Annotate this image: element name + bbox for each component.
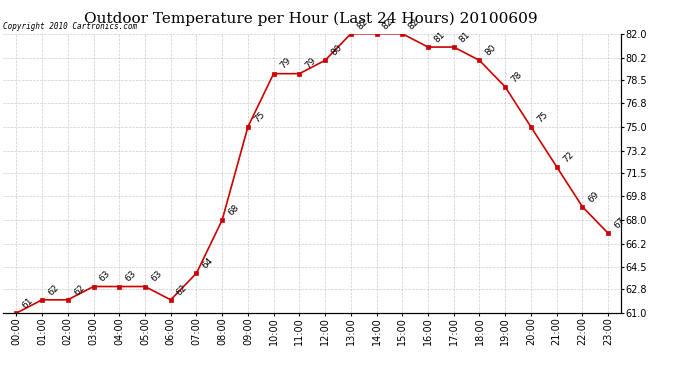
Text: 79: 79	[304, 56, 318, 71]
Text: 62: 62	[72, 283, 86, 297]
Text: 78: 78	[509, 70, 524, 84]
Text: Outdoor Temperature per Hour (Last 24 Hours) 20100609: Outdoor Temperature per Hour (Last 24 Ho…	[83, 11, 538, 26]
Text: 82: 82	[381, 16, 395, 31]
Text: 75: 75	[252, 110, 266, 124]
Text: 68: 68	[226, 203, 241, 217]
Text: 63: 63	[124, 269, 138, 284]
Text: 81: 81	[458, 30, 473, 44]
Text: 80: 80	[329, 43, 344, 58]
Text: 82: 82	[406, 16, 421, 31]
Text: 67: 67	[612, 216, 627, 231]
Text: 62: 62	[175, 283, 189, 297]
Text: Copyright 2010 Cartronics.com: Copyright 2010 Cartronics.com	[3, 22, 137, 31]
Text: 80: 80	[484, 43, 498, 58]
Text: 75: 75	[535, 110, 550, 124]
Text: 72: 72	[561, 150, 575, 164]
Text: 63: 63	[98, 269, 112, 284]
Text: 64: 64	[201, 256, 215, 270]
Text: 63: 63	[149, 269, 164, 284]
Text: 69: 69	[586, 189, 601, 204]
Text: 81: 81	[432, 30, 446, 44]
Text: 82: 82	[355, 16, 369, 31]
Text: 62: 62	[46, 283, 61, 297]
Text: 79: 79	[278, 56, 293, 71]
Text: 61: 61	[21, 296, 35, 310]
